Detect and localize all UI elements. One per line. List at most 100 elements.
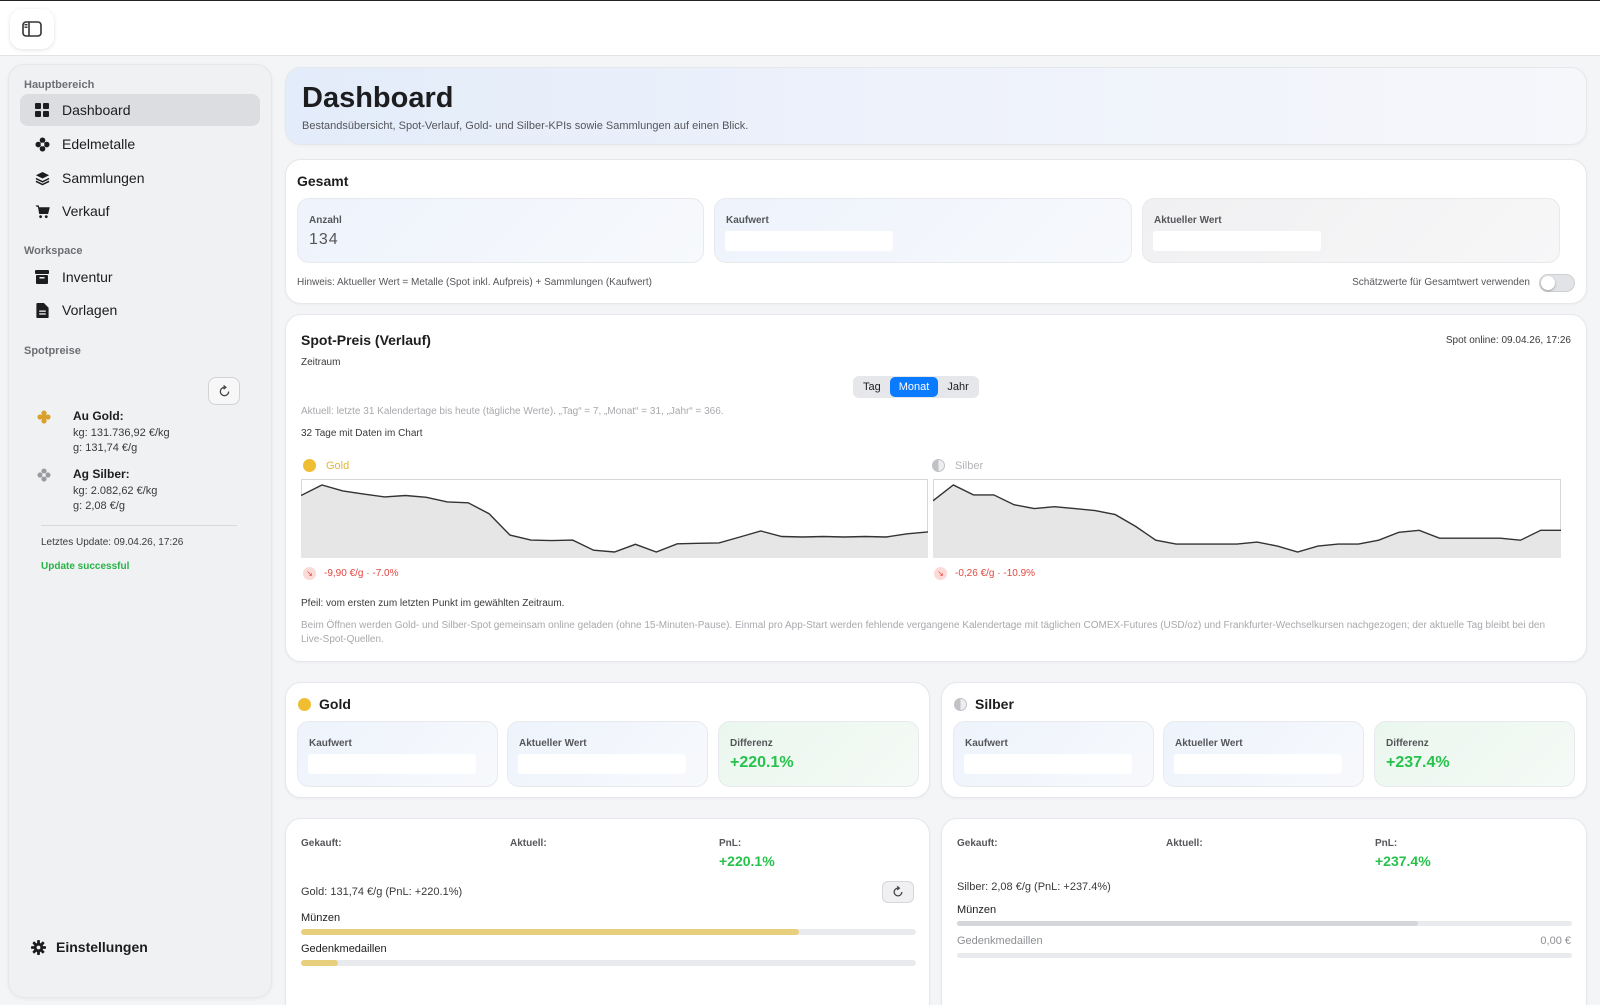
- silver-kpi-card: Silber Kaufwert Aktueller Wert Differenz…: [941, 682, 1587, 798]
- gold-gedenk-bar: [301, 960, 916, 966]
- spot-chart-card: Spot-Preis (Verlauf) Spot online: 09.04.…: [285, 314, 1587, 662]
- silver-aktueller-wert-redacted: [1174, 754, 1342, 774]
- gold-kpi-header: Gold: [298, 696, 351, 712]
- segment-tag[interactable]: Tag: [863, 381, 881, 393]
- spot-gold: Au Gold: kg: 131.736,92 €/kg g: 131,74 €…: [37, 409, 170, 456]
- sidebar-item-verkauf[interactable]: Verkauf: [20, 195, 260, 227]
- estimate-toggle[interactable]: [1539, 274, 1575, 292]
- gold-chart-area: [301, 485, 928, 558]
- kpi-anzahl-label: Anzahl: [309, 215, 342, 226]
- gesamt-hint: Hinweis: Aktueller Wert = Metalle (Spot …: [297, 277, 652, 288]
- segment-monat[interactable]: Monat: [889, 377, 939, 397]
- document-icon: [34, 302, 50, 318]
- range-note: Aktuell: letzte 31 Kalendertage bis heut…: [301, 406, 724, 417]
- gear-icon: [31, 939, 46, 955]
- sidebar-item-label: Verkauf: [62, 203, 110, 219]
- estimate-toggle-label: Schätzwerte für Gesamtwert verwenden: [1352, 277, 1530, 288]
- spot-refresh-button[interactable]: [208, 377, 240, 405]
- silver-kpi-kaufwert: Kaufwert: [953, 721, 1154, 787]
- kpi-kaufwert-value-redacted: [725, 231, 893, 251]
- sidebar-section-workspace: Workspace: [24, 245, 83, 257]
- update-status: Update successful: [41, 561, 130, 572]
- gold-change: ↘ -9,90 €/g · -7.0%: [303, 567, 398, 580]
- sidebar-divider: [41, 525, 237, 526]
- kpi-aktueller-wert-value-redacted: [1153, 231, 1321, 251]
- sidebar-item-label: Edelmetalle: [62, 136, 136, 152]
- spot-chart-title: Spot-Preis (Verlauf): [301, 332, 431, 348]
- gold-kpi-card: Gold Kaufwert Aktueller Wert Differenz +…: [285, 682, 930, 798]
- sidebar-section-main: Hauptbereich: [24, 79, 95, 91]
- page-subtitle: Bestandsübersicht, Spot-Verlauf, Gold- u…: [302, 120, 749, 132]
- silver-kpi-differenz: Differenz +237.4%: [1374, 721, 1575, 787]
- days-in-chart: 32 Tage mit Daten im Chart: [301, 428, 423, 439]
- spot-gold-kg: kg: 131.736,92 €/kg: [73, 427, 170, 439]
- silver-pnl-label: PnL:: [1375, 838, 1398, 849]
- gold-diff-label: Differenz: [730, 738, 773, 749]
- settings-label: Einstellungen: [56, 939, 148, 955]
- spot-gold-g: g: 131,74 €/g: [73, 442, 138, 454]
- spot-online: Spot online: 09.04.26, 17:26: [1445, 335, 1571, 346]
- silver-aktueller-wert-label: Aktueller Wert: [1175, 738, 1243, 749]
- kpi-kaufwert-label: Kaufwert: [726, 215, 769, 226]
- gold-refresh-button[interactable]: [882, 881, 914, 903]
- flower-icon: [34, 136, 50, 152]
- gesamt-title: Gesamt: [297, 173, 349, 189]
- gold-kpi-title: Gold: [319, 696, 351, 712]
- kpi-kaufwert: Kaufwert: [714, 198, 1132, 263]
- gold-legend-label: Gold: [326, 459, 350, 472]
- silver-legend: Silber: [932, 459, 983, 472]
- silver-gedenk-value: 0,00 €: [1540, 935, 1571, 947]
- silver-gekauft-label: Gekauft:: [957, 838, 998, 849]
- page-title: Dashboard: [302, 82, 454, 114]
- silver-diff-value: +237.4%: [1386, 754, 1450, 771]
- gold-spot-chart: [301, 479, 928, 558]
- segment-jahr[interactable]: Jahr: [947, 381, 969, 393]
- sidebar-item-sammlungen[interactable]: Sammlungen: [20, 162, 260, 194]
- cart-icon: [34, 203, 50, 219]
- settings-button[interactable]: Einstellungen: [31, 939, 148, 955]
- gold-change-value: -9,90 €/g · -7.0%: [324, 568, 399, 579]
- gold-muenzen-label: Münzen: [301, 912, 341, 924]
- gold-gedenk-bar-fill: [301, 960, 338, 966]
- dashboard-header: Dashboard Bestandsübersicht, Spot-Verlau…: [285, 67, 1587, 145]
- sidebar-item-vorlagen[interactable]: Vorlagen: [20, 294, 260, 326]
- sidebar-item-edelmetalle[interactable]: Edelmetalle: [20, 128, 260, 160]
- sidebar: Hauptbereich Dashboard Edelmetalle Samml…: [8, 64, 272, 998]
- gold-aktueller-wert-label: Aktueller Wert: [519, 738, 587, 749]
- gold-coin-icon: [37, 410, 51, 424]
- sidebar-toggle-button[interactable]: [10, 9, 54, 49]
- archive-icon: [34, 269, 50, 285]
- silver-kpi-header: Silber: [954, 696, 1014, 712]
- kpi-anzahl-value: 134: [309, 231, 339, 248]
- kpi-aktueller-wert: Aktueller Wert: [1142, 198, 1560, 263]
- gold-dot-icon: [303, 459, 316, 472]
- silver-detail-card: Gekauft: Aktuell: PnL: +237.4% Silber: 2…: [941, 818, 1587, 1005]
- gold-kpi-aktueller-wert: Aktueller Wert: [507, 721, 708, 787]
- top-bar: [0, 0, 1600, 56]
- zeitraum-segmented-control: Tag Monat Jahr: [853, 376, 979, 398]
- gold-kaufwert-label: Kaufwert: [309, 738, 352, 749]
- sidebar-item-label: Dashboard: [62, 102, 131, 118]
- silver-change-value: -0,26 €/g · -10.9%: [955, 568, 1036, 579]
- silver-chart-line: [933, 484, 1561, 553]
- silver-chart-area: [933, 485, 1561, 558]
- silver-kpi-title: Silber: [975, 696, 1014, 712]
- gesamt-card: Gesamt Anzahl 134 Kaufwert Aktueller Wer…: [285, 159, 1587, 304]
- silver-coin-icon: [37, 468, 51, 482]
- spot-silver-g: g: 2,08 €/g: [73, 500, 125, 512]
- silver-muenzen-bar-fill: [957, 921, 1419, 926]
- silver-kaufwert-label: Kaufwert: [965, 738, 1008, 749]
- arrow-down-right-icon: ↘: [303, 567, 316, 580]
- silver-pnl-value: +237.4%: [1375, 853, 1431, 869]
- sidebar-item-dashboard[interactable]: Dashboard: [20, 94, 260, 126]
- silver-muenzen-bar: [957, 921, 1572, 926]
- silver-kpi-aktueller-wert: Aktueller Wert: [1163, 721, 1364, 787]
- spot-silver-name: Ag Silber:: [73, 467, 130, 481]
- silver-diff-label: Differenz: [1386, 738, 1429, 749]
- gold-muenzen-bar: [301, 929, 916, 935]
- last-update: Letztes Update: 09.04.26, 17:26: [41, 537, 184, 548]
- arrow-note: Pfeil: vom ersten zum letzten Punkt im g…: [301, 598, 565, 609]
- sidebar-icon: [22, 21, 42, 37]
- sidebar-item-inventur[interactable]: Inventur: [20, 261, 260, 293]
- layers-icon: [34, 170, 50, 186]
